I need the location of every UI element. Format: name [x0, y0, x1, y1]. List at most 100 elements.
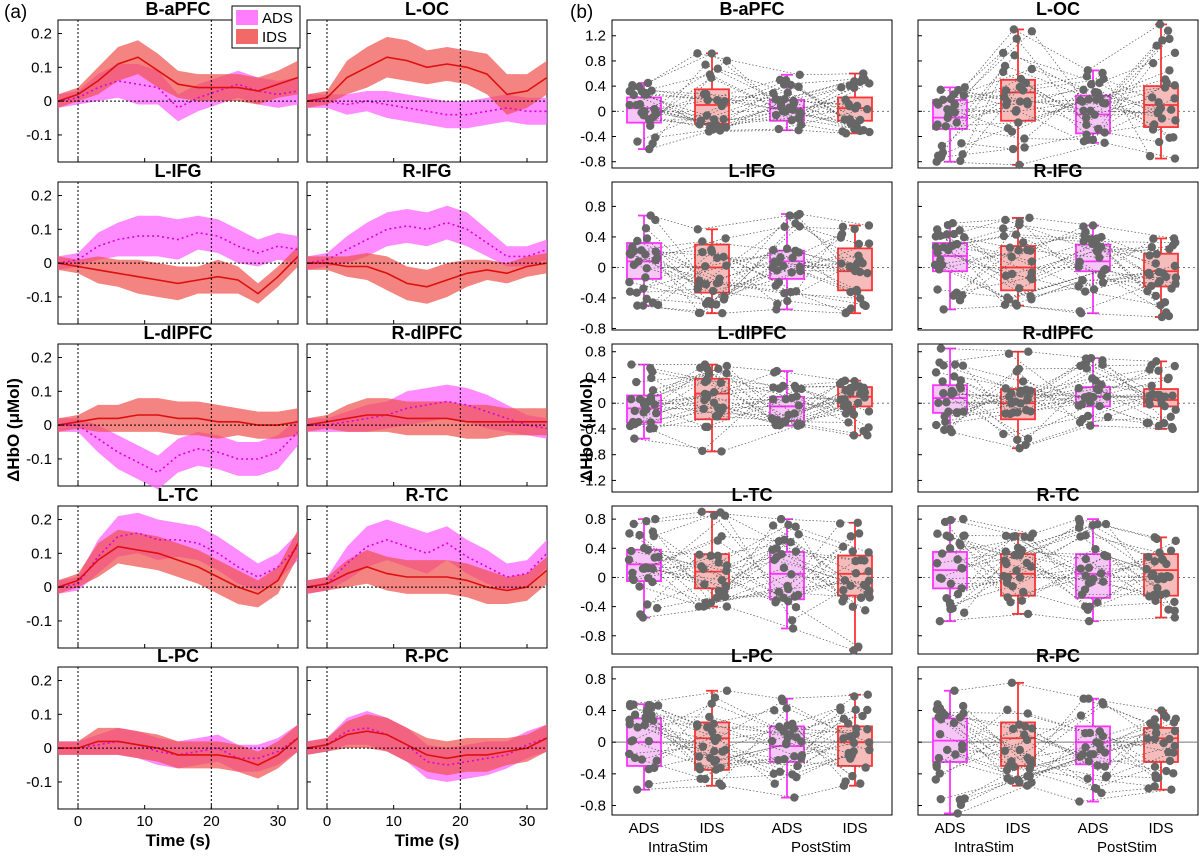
paired-line [792, 723, 846, 782]
participant-dot [769, 245, 778, 255]
participant-dot [864, 567, 873, 576]
participant-dot [851, 569, 861, 578]
paired-line [1023, 242, 1079, 267]
x-tick-label: 10 [136, 813, 153, 830]
participant-dot [932, 420, 941, 430]
participant-dot [795, 70, 804, 79]
participant-dot [782, 704, 791, 713]
paired-line [705, 265, 784, 305]
paired-line [1104, 132, 1160, 143]
participant-dot [959, 608, 969, 617]
participant-dot [1157, 399, 1166, 408]
participant-dot [632, 377, 641, 387]
participant-dot [953, 809, 962, 818]
paired-line [710, 591, 779, 604]
participant-dot [1081, 113, 1091, 122]
participant-dot [863, 431, 872, 440]
subplot-title: L-OC [1036, 0, 1080, 19]
participant-dot [788, 624, 798, 633]
paired-line [1087, 778, 1155, 787]
y-tick-label: -0.4 [580, 599, 606, 616]
participant-dot [1152, 534, 1162, 544]
participant-dot [934, 398, 943, 408]
paired-line [957, 536, 1014, 595]
participant-dot [935, 730, 945, 739]
ids-confidence-band [307, 714, 547, 776]
participant-dot [701, 280, 711, 289]
participant-dot [1147, 242, 1156, 252]
y-tick-label: 0.2 [31, 188, 52, 205]
paired-line [637, 240, 720, 279]
x-group-label: IDS [842, 820, 867, 837]
participant-dot [1093, 761, 1102, 770]
paired-line [1078, 385, 1152, 389]
paired-line [629, 533, 725, 592]
participant-dot [1098, 577, 1108, 586]
participant-dot [1002, 100, 1011, 110]
paired-line [701, 511, 782, 520]
participant-dot [770, 779, 779, 788]
y-tick-label: -0.4 [580, 421, 606, 438]
participant-dot [848, 547, 857, 556]
paired-line [1030, 226, 1084, 251]
paired-line [943, 224, 1020, 248]
participant-dot [944, 407, 953, 416]
paired-line [654, 557, 707, 606]
participant-dot [1012, 566, 1021, 575]
participant-dot [861, 763, 870, 772]
participant-dot [1017, 546, 1027, 555]
participant-dot [1000, 92, 1009, 102]
panel-b-boxplots: -0.8 -0.4 0 0.4 0.8 1.2 B-aPFC L-OC -0.8 -0.4 0 0.4… [577, 0, 1199, 856]
participant-dot [853, 398, 863, 408]
participant-dot [774, 587, 784, 596]
participant-dot [1018, 377, 1028, 386]
participant-dot [697, 507, 706, 517]
paired-line [1027, 713, 1090, 734]
participant-dot [1000, 746, 1010, 756]
paired-line [1024, 138, 1088, 141]
paired-line [942, 65, 1006, 153]
paired-line [700, 367, 799, 425]
participant-dot [945, 544, 955, 553]
paired-line [939, 613, 1029, 622]
y-tick-label: -0.8 [580, 154, 606, 171]
paired-line [1104, 142, 1176, 159]
participant-dot [777, 97, 786, 107]
paired-line [938, 104, 1013, 132]
participant-dot [1089, 285, 1099, 294]
paired-line [1082, 279, 1159, 284]
participant-dot [710, 747, 719, 756]
participant-dot [1096, 242, 1106, 252]
participant-dot [951, 750, 960, 759]
paired-line [1106, 775, 1159, 779]
participant-dot [1100, 128, 1109, 137]
legend-ids-label: IDS [262, 29, 287, 46]
participant-dot [1161, 75, 1170, 84]
participant-dot [779, 563, 789, 573]
paired-line [1092, 525, 1149, 558]
panel-a-label: (a) [4, 2, 27, 23]
participant-dot [1170, 81, 1179, 90]
participant-dot [850, 104, 860, 113]
paired-line [1085, 534, 1160, 553]
paired-line [656, 93, 705, 114]
participant-dot [839, 714, 849, 724]
paired-line [646, 407, 723, 410]
participant-dot [1103, 412, 1113, 422]
participant-dot [779, 593, 788, 603]
participant-dot [644, 573, 653, 583]
subplot-title: R-TC [406, 485, 449, 505]
participant-dot [1164, 605, 1173, 614]
participant-dot [1084, 95, 1093, 104]
x-tick-label: 0 [323, 813, 331, 830]
participant-dot [630, 434, 639, 443]
paired-line [951, 431, 1020, 449]
participant-dot [1023, 434, 1033, 443]
participant-dot [635, 582, 644, 591]
paired-line [959, 230, 1013, 275]
paired-line [801, 709, 868, 742]
participant-dot [1088, 221, 1098, 230]
participant-dot [1098, 278, 1108, 287]
ids-mean-line [306, 56, 548, 102]
participant-dot [788, 770, 797, 779]
